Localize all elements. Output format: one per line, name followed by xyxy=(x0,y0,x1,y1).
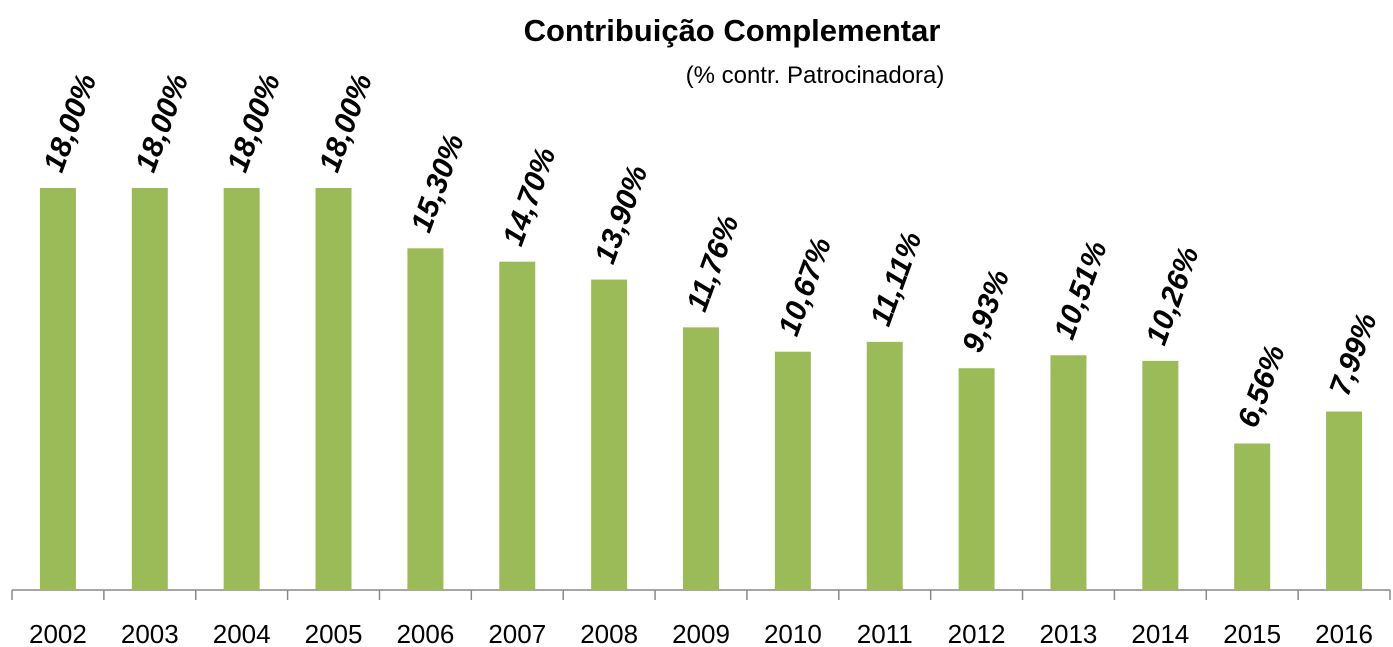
chart-subtitle: (% contr. Patrocinadora) xyxy=(686,62,945,89)
data-label: 7,99% xyxy=(1324,309,1384,400)
data-label: 9,93% xyxy=(956,265,1016,356)
bar xyxy=(407,248,444,591)
data-label: 10,51% xyxy=(1048,237,1114,344)
data-label: 14,70% xyxy=(497,143,563,250)
data-label: 18,00% xyxy=(221,69,287,176)
x-tick-label: 2008 xyxy=(580,619,638,647)
x-tick-label: 2004 xyxy=(213,619,271,647)
x-tick-label: 2016 xyxy=(1315,619,1373,647)
data-label: 10,67% xyxy=(772,233,838,340)
bar xyxy=(866,341,903,590)
bar xyxy=(591,279,628,590)
x-tick-label: 2006 xyxy=(396,619,454,647)
x-tick-label: 2012 xyxy=(948,619,1006,647)
bar xyxy=(958,368,995,590)
chart-title: Contribuição Complementar xyxy=(524,13,941,48)
data-label: 18,00% xyxy=(38,69,104,176)
bar xyxy=(1050,355,1087,590)
x-tick-label: 2002 xyxy=(29,619,87,647)
x-tick-label: 2014 xyxy=(1131,619,1189,647)
data-label: 15,30% xyxy=(405,130,471,237)
x-tick-label: 2013 xyxy=(1040,619,1098,647)
bar xyxy=(39,188,76,590)
data-label: 18,00% xyxy=(313,69,379,176)
bar xyxy=(315,188,352,590)
bar xyxy=(131,188,168,590)
data-label: 6,56% xyxy=(1232,341,1292,432)
bar xyxy=(499,261,536,590)
x-tick-label: 2015 xyxy=(1223,619,1281,647)
x-tick-label: 2003 xyxy=(121,619,179,647)
bar xyxy=(683,327,719,590)
x-tick-label: 2005 xyxy=(305,619,363,647)
data-label: 13,90% xyxy=(589,161,655,268)
data-label: 11,11% xyxy=(864,228,928,331)
data-label: 11,76% xyxy=(681,211,746,316)
x-tick-label: 2009 xyxy=(672,619,730,647)
bar xyxy=(774,351,811,590)
x-tick-label: 2010 xyxy=(764,619,822,647)
bar xyxy=(1234,443,1271,590)
bar xyxy=(1142,360,1179,590)
bar xyxy=(1326,411,1363,590)
data-label: 10,26% xyxy=(1140,242,1206,349)
data-label: 18,00% xyxy=(129,69,195,176)
x-tick-label: 2011 xyxy=(857,619,913,647)
x-tick-label: 2007 xyxy=(488,619,546,647)
bar xyxy=(223,188,260,590)
